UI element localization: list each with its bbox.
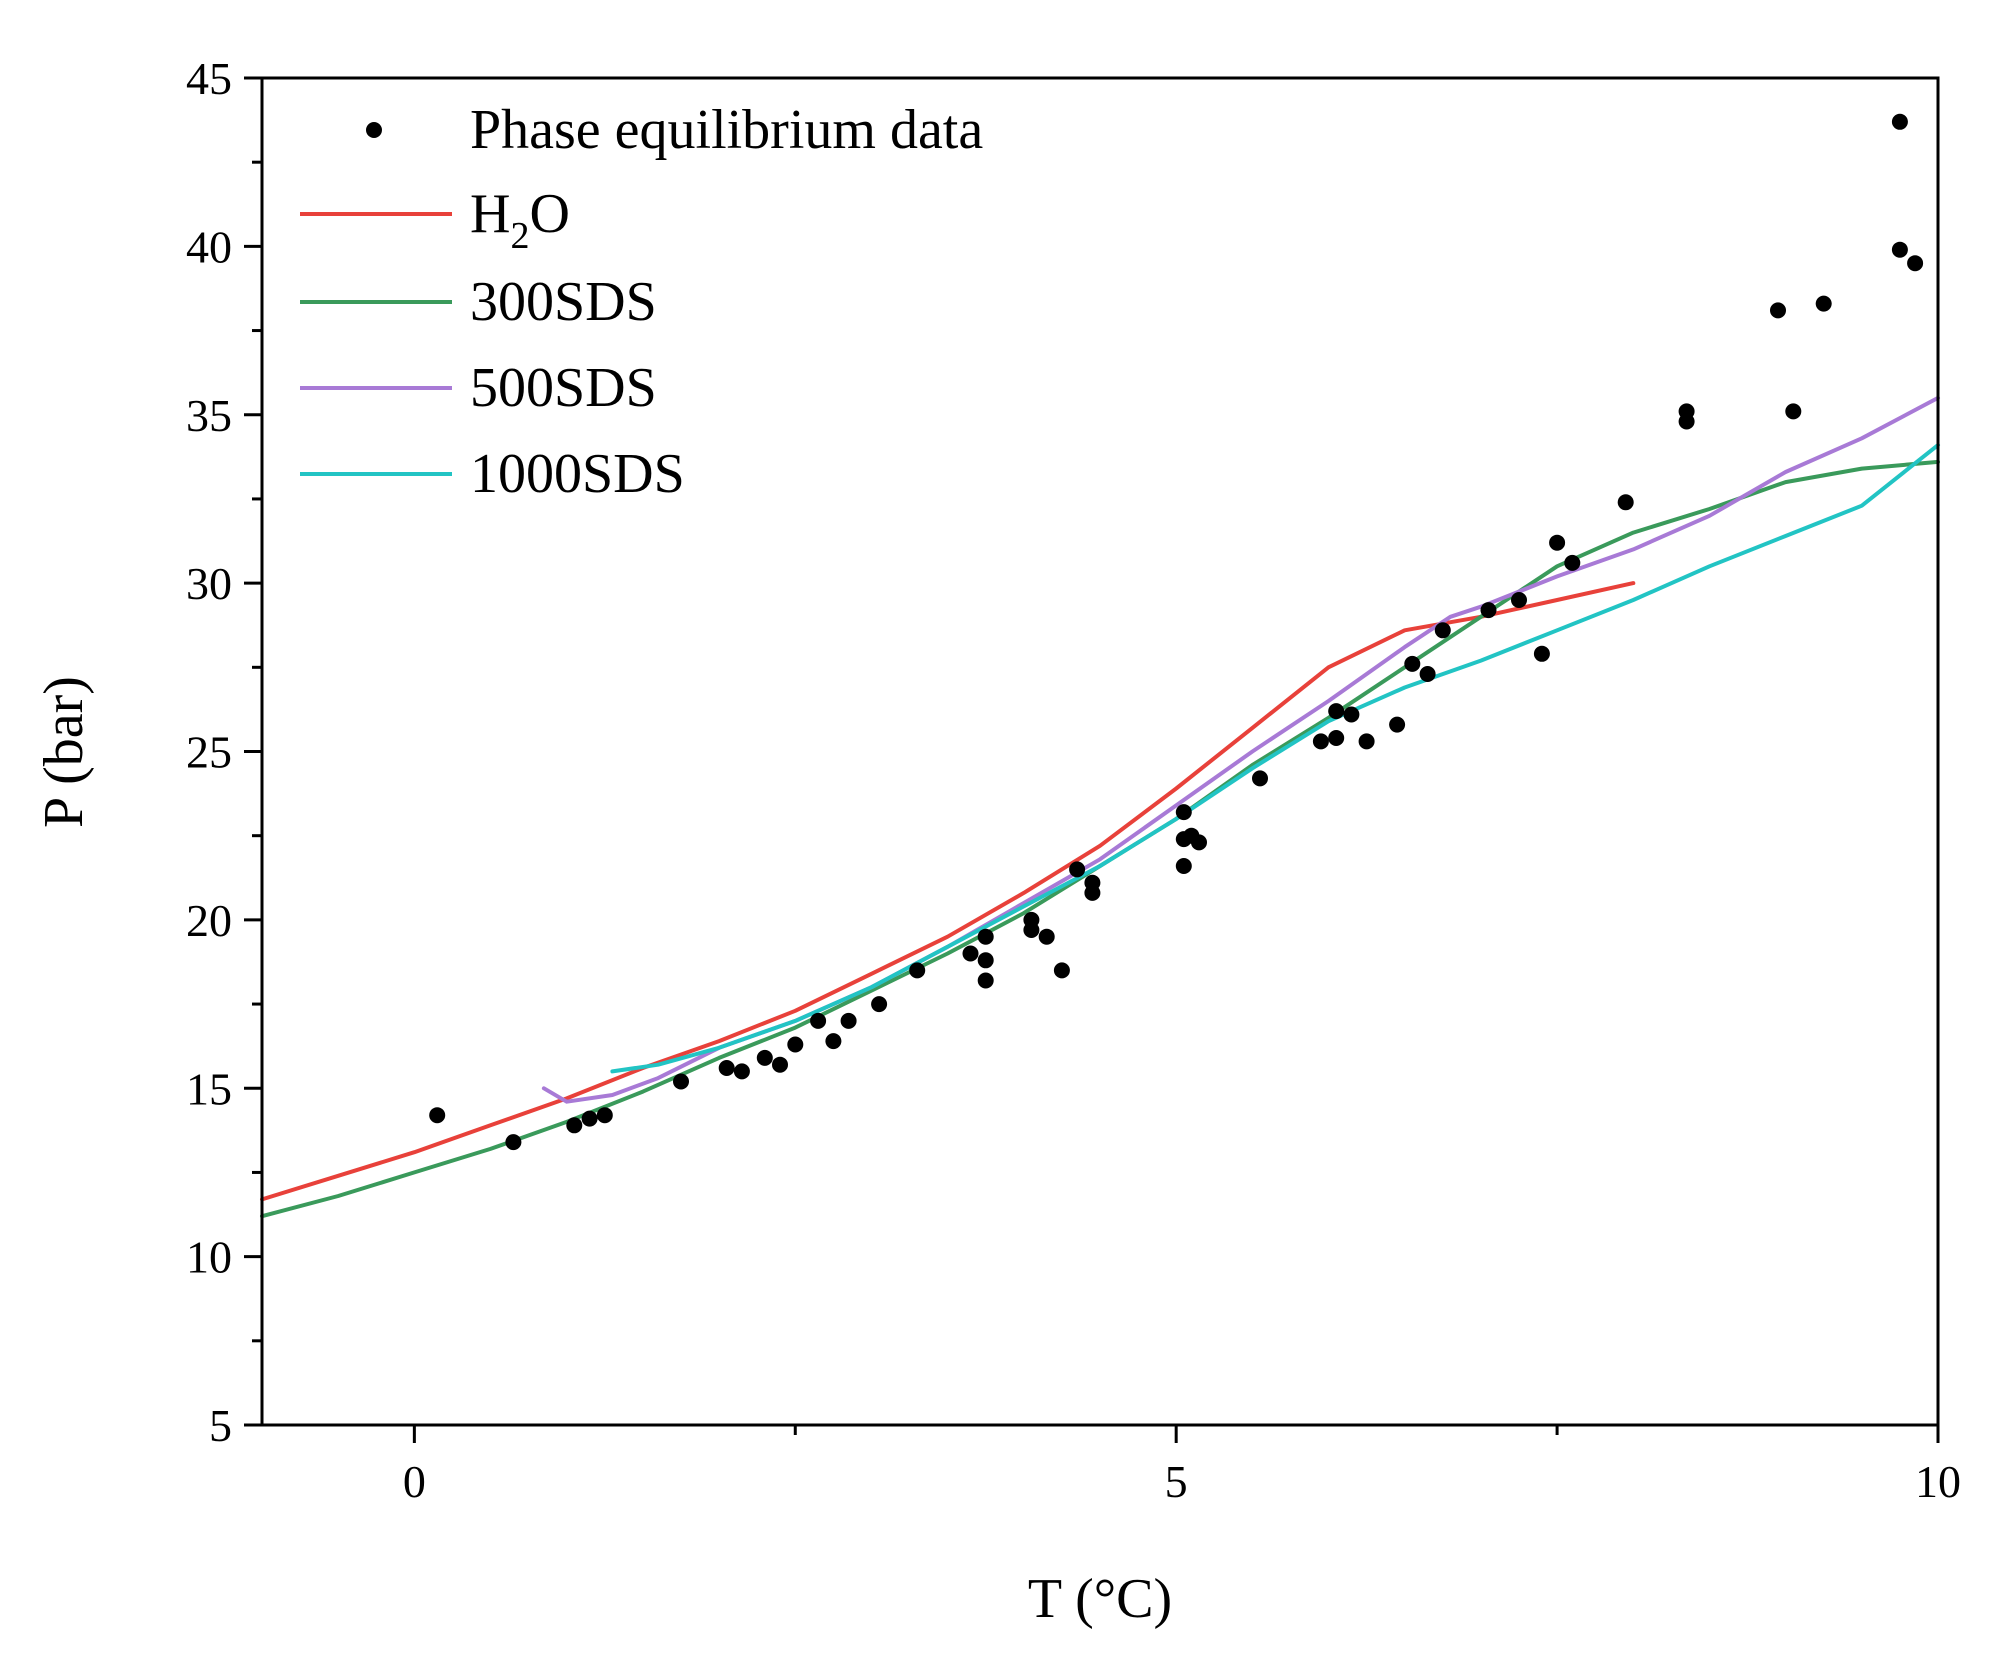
y-tick-label: 35	[186, 390, 232, 441]
data-point	[977, 972, 994, 989]
data-point	[772, 1056, 788, 1073]
data-point	[718, 1060, 735, 1076]
x-axis: 0 5 10	[403, 1425, 1961, 1507]
legend-label-h2o: H2O	[470, 183, 570, 257]
y-tick-label: 30	[186, 558, 232, 609]
data-point	[1533, 645, 1550, 662]
data-point	[1480, 602, 1497, 619]
legend-label-1000sds: 1000SDS	[470, 443, 685, 505]
data-point	[1434, 622, 1451, 639]
data-point	[1358, 733, 1375, 750]
data-point	[1419, 666, 1436, 682]
data-point	[1891, 113, 1908, 130]
x-tick-label: 0	[403, 1456, 426, 1507]
legend-label-h2o-sub: 2	[510, 215, 529, 257]
data-point	[1312, 733, 1329, 750]
data-point	[1053, 962, 1070, 979]
y-tick-label: 45	[186, 53, 232, 104]
data-point	[1770, 302, 1786, 319]
data-point	[1175, 858, 1192, 874]
data-point	[1343, 706, 1360, 723]
series-line-1000sds	[610, 443, 1940, 1074]
y-tick-label: 40	[186, 221, 232, 272]
data-point	[962, 945, 979, 962]
data-point	[756, 1049, 773, 1066]
data-point	[733, 1063, 750, 1080]
legend-label-500sds: 500SDS	[470, 357, 657, 419]
data-point	[566, 1117, 583, 1134]
y-axis-title: P (bar)	[33, 676, 95, 828]
y-tick-label: 20	[186, 895, 232, 946]
data-point	[581, 1110, 598, 1127]
legend: Phase equilibrium data H2O 300SDS 500SDS…	[300, 99, 983, 505]
data-point	[977, 928, 994, 945]
data-point	[1617, 494, 1634, 511]
data-point	[1328, 703, 1345, 720]
legend-label-phase-data: Phase equilibrium data	[470, 99, 983, 161]
y-tick-label: 10	[186, 1232, 232, 1283]
series-line-h2o	[260, 581, 1636, 1202]
data-point	[1404, 655, 1421, 672]
data-point	[1891, 241, 1908, 258]
data-point	[1175, 804, 1192, 821]
legend-label-h2o-main: H	[470, 183, 510, 245]
data-point	[505, 1134, 522, 1151]
data-point	[1252, 770, 1268, 787]
data-point	[1907, 255, 1924, 272]
scatter-layer	[429, 113, 1924, 1151]
data-point	[871, 996, 888, 1013]
data-point	[1678, 403, 1695, 420]
y-tick-label: 25	[186, 727, 232, 778]
data-point	[909, 962, 926, 979]
x-tick-label: 5	[1165, 1456, 1188, 1507]
data-point	[1038, 928, 1055, 945]
data-point	[1191, 834, 1207, 851]
data-point	[596, 1107, 613, 1124]
plot-series-layer	[260, 395, 1940, 1219]
data-point	[1023, 911, 1040, 928]
series-line-500sds	[541, 395, 1940, 1104]
y-axis: 5 10 15 20 25 30 35 40 45	[186, 53, 262, 1451]
data-point	[825, 1033, 842, 1050]
data-point	[1389, 716, 1406, 733]
data-point	[787, 1036, 804, 1053]
data-point	[673, 1073, 689, 1090]
legend-label-h2o-tail: O	[529, 183, 569, 245]
x-tick-label: 10	[1915, 1456, 1961, 1507]
data-point	[1084, 874, 1101, 891]
x-axis-title: T (°C)	[1028, 1568, 1172, 1630]
data-point	[840, 1012, 857, 1029]
legend-label-300sds: 300SDS	[470, 271, 657, 333]
data-point	[429, 1107, 446, 1124]
y-tick-label: 15	[186, 1063, 232, 1114]
data-point	[1511, 592, 1527, 608]
data-point	[1069, 861, 1086, 878]
data-point	[1328, 730, 1345, 746]
data-point	[1564, 554, 1581, 571]
data-point	[1785, 403, 1802, 420]
data-point	[810, 1012, 827, 1029]
legend-marker-phase-data	[366, 122, 382, 138]
y-tick-label: 5	[209, 1400, 232, 1451]
data-point	[1815, 295, 1832, 312]
data-point	[1549, 534, 1566, 551]
data-point	[977, 952, 994, 969]
